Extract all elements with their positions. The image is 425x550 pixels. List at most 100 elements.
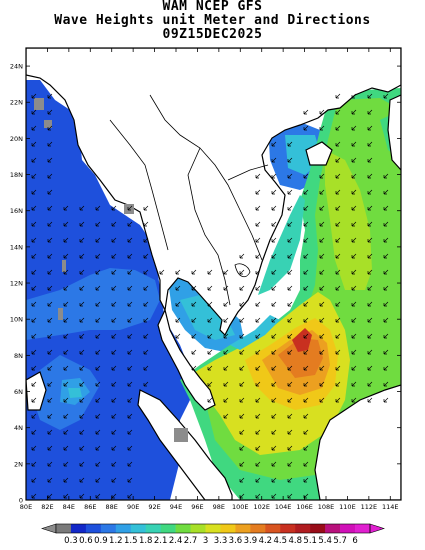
wave-direction-arrow bbox=[47, 237, 53, 243]
wave-direction-arrow bbox=[303, 429, 309, 435]
wave-direction-arrow bbox=[143, 285, 149, 291]
wave-direction-arrow bbox=[159, 269, 165, 275]
wave-direction-arrow bbox=[367, 285, 373, 291]
wave-direction-arrow bbox=[367, 221, 373, 227]
colorbar-swatch bbox=[205, 524, 221, 533]
wave-direction-arrow bbox=[239, 269, 245, 275]
wave-direction-arrow bbox=[175, 333, 181, 339]
wave-direction-arrow bbox=[31, 349, 37, 355]
colorbar-label: 5.7 bbox=[333, 536, 347, 546]
wave-direction-arrow bbox=[143, 205, 149, 211]
wave-direction-arrow bbox=[335, 349, 341, 355]
wave-direction-arrow bbox=[271, 349, 277, 355]
lat-label: 2N bbox=[14, 460, 23, 468]
wave-direction-arrow bbox=[223, 413, 229, 419]
wave-direction-arrow bbox=[255, 173, 261, 179]
wave-direction-arrow bbox=[367, 141, 373, 147]
wave-direction-arrow bbox=[47, 381, 53, 387]
wave-direction-arrow bbox=[303, 397, 309, 403]
wave-direction-arrow bbox=[303, 173, 309, 179]
colorbar-swatch bbox=[56, 524, 72, 533]
wave-direction-arrow bbox=[127, 349, 133, 355]
wave-direction-arrow bbox=[287, 333, 293, 339]
lon-label: 108E bbox=[318, 503, 335, 511]
wave-direction-arrow bbox=[255, 493, 261, 499]
wave-direction-arrow bbox=[367, 93, 373, 99]
wave-direction-arrow bbox=[63, 397, 69, 403]
wave-direction-arrow bbox=[95, 445, 101, 451]
wave-direction-arrow bbox=[95, 477, 101, 483]
wave-direction-arrow bbox=[63, 413, 69, 419]
wave-direction-arrow bbox=[111, 205, 117, 211]
wave-direction-arrow bbox=[351, 381, 357, 387]
wave-direction-arrow bbox=[79, 365, 85, 371]
wave-direction-arrow bbox=[63, 365, 69, 371]
wave-direction-arrow bbox=[47, 301, 53, 307]
wave-direction-arrow bbox=[95, 285, 101, 291]
wave-direction-arrow bbox=[95, 493, 101, 499]
wave-direction-arrow bbox=[255, 349, 261, 355]
map-frame bbox=[25, 47, 402, 501]
wave-direction-arrow bbox=[95, 221, 101, 227]
wave-direction-arrow bbox=[143, 381, 149, 387]
wave-direction-arrow bbox=[207, 301, 213, 307]
wave-direction-arrow bbox=[351, 285, 357, 291]
wave-direction-arrow bbox=[31, 141, 37, 147]
wave-direction-arrow bbox=[255, 477, 261, 483]
wave-direction-arrow bbox=[63, 253, 69, 259]
wave-direction-arrow bbox=[271, 205, 277, 211]
wave-direction-arrow bbox=[287, 413, 293, 419]
wave-direction-arrow bbox=[127, 205, 133, 211]
colorbar-label: 6 bbox=[352, 536, 357, 546]
wave-direction-arrow bbox=[79, 493, 85, 499]
wave-direction-arrow bbox=[95, 397, 101, 403]
wave-direction-arrow bbox=[111, 269, 117, 275]
lon-label: 114E bbox=[382, 503, 399, 511]
colorbar-swatch bbox=[190, 524, 206, 533]
wave-direction-arrow bbox=[95, 301, 101, 307]
wave-direction-arrow bbox=[111, 221, 117, 227]
wave-direction-arrow bbox=[383, 365, 389, 371]
wave-direction-arrow bbox=[95, 413, 101, 419]
colorbar-swatch bbox=[265, 524, 281, 533]
wave-direction-arrow bbox=[319, 365, 325, 371]
wave-direction-arrow bbox=[255, 269, 261, 275]
wave-direction-arrow bbox=[287, 157, 293, 163]
wave-direction-arrow bbox=[79, 221, 85, 227]
wave-direction-arrow bbox=[175, 285, 181, 291]
wave-direction-arrow bbox=[111, 365, 117, 371]
wave-direction-arrow bbox=[95, 461, 101, 467]
lon-label: 112E bbox=[361, 503, 378, 511]
colorbar-swatch bbox=[325, 524, 341, 533]
lat-label: 12N bbox=[10, 280, 23, 288]
wave-direction-arrow bbox=[367, 125, 373, 131]
wave-direction-arrow bbox=[351, 189, 357, 195]
lat-label: 0 bbox=[19, 497, 23, 505]
wave-direction-arrow bbox=[319, 397, 325, 403]
wave-direction-arrow bbox=[95, 429, 101, 435]
colorbar-label: 1.5 bbox=[124, 536, 138, 546]
wave-direction-arrow bbox=[319, 333, 325, 339]
wave-direction-arrow bbox=[207, 381, 213, 387]
wave-direction-arrow bbox=[367, 349, 373, 355]
wave-direction-arrow bbox=[111, 301, 117, 307]
wave-direction-arrow bbox=[239, 445, 245, 451]
wave-direction-arrow bbox=[127, 237, 133, 243]
wave-direction-arrow bbox=[271, 237, 277, 243]
wave-direction-arrow bbox=[271, 413, 277, 419]
wave-direction-arrow bbox=[351, 301, 357, 307]
colorbar-swatch bbox=[85, 524, 102, 533]
wave-direction-arrow bbox=[111, 397, 117, 403]
wave-direction-arrow bbox=[303, 205, 309, 211]
wave-direction-arrow bbox=[303, 317, 309, 323]
wave-direction-arrow bbox=[143, 333, 149, 339]
longitude-labels: 80E 82E 84E 86E 88E 90E 92E 94E 96E 98E 100E 102E 10… bbox=[20, 503, 399, 511]
wave-direction-arrow bbox=[207, 349, 213, 355]
lon-label: 90E bbox=[127, 503, 139, 511]
colorbar: 0.3 0.6 0.9 1.2 1.5 1.8 2.1 2.4 2.7 3 3.3 3.6 3.9 4.2… bbox=[41, 523, 385, 546]
wave-direction-arrow bbox=[239, 317, 245, 323]
lon-label: 86E bbox=[84, 503, 96, 511]
lat-label: 16N bbox=[10, 207, 23, 215]
lat-label: 22N bbox=[10, 99, 23, 107]
colorbar-swatch bbox=[175, 524, 191, 533]
